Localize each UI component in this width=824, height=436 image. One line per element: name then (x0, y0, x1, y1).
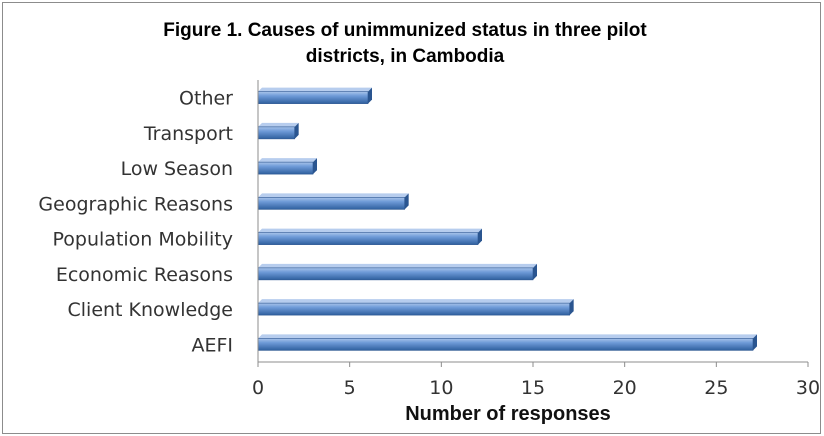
tick-label: 25 (704, 377, 728, 399)
bar-front-face (257, 91, 369, 104)
bar-top-face (258, 228, 482, 233)
bar-front-face (257, 232, 479, 245)
chart-title-line1: Figure 1. Causes of unimmunized status i… (163, 20, 647, 41)
chart-title-line2: districts, in Cambodia (305, 46, 505, 67)
bar-top-face (258, 299, 574, 304)
bar-side-face (313, 158, 317, 175)
bar-top-face (258, 158, 317, 163)
category-labels: AEFI Client Knowledge Economic Reasons Popu… (38, 88, 233, 357)
x-axis-label: Number of responses (405, 403, 611, 425)
bar-top-face (258, 122, 299, 127)
bar-side-face (404, 193, 409, 210)
bar-front-face (257, 126, 295, 140)
bar-side-face (368, 87, 372, 104)
bar-front-face (257, 197, 405, 210)
bar-low-season (257, 158, 317, 175)
tick-label: 20 (613, 377, 637, 399)
bar-front-face (257, 338, 754, 351)
bar-side-face (533, 263, 537, 280)
tick-label: 0 (252, 377, 264, 399)
bar-economic-reasons (257, 263, 537, 281)
category-label: Client Knowledge (68, 299, 234, 321)
category-label: Geographic Reasons (38, 193, 233, 215)
bar-top-face (258, 334, 757, 339)
bar-top-face (258, 263, 537, 268)
tick-labels: 0 5 10 15 20 25 30 (252, 362, 820, 399)
bar-top-face (258, 87, 372, 92)
category-label: Other (179, 88, 233, 110)
bar-top-face (258, 193, 409, 198)
bar-front-face (257, 161, 314, 175)
category-label: Economic Reasons (56, 264, 233, 286)
category-label: Transport (143, 123, 233, 145)
bar-geographic-reasons (257, 193, 409, 210)
bar-aefi (257, 334, 757, 351)
bar-side-face (753, 334, 757, 351)
bar-client-knowledge (257, 299, 574, 316)
tick-label: 30 (796, 377, 820, 399)
category-label: Population Mobility (53, 229, 233, 251)
bars-group (257, 87, 757, 351)
category-label: Low Season (121, 158, 233, 180)
bar-side-face (294, 122, 299, 139)
bar-front-face (257, 302, 570, 316)
chart-title: Figure 1. Causes of unimmunized status i… (95, 18, 715, 70)
bar-other (257, 87, 372, 104)
bar-population-mobility (257, 228, 482, 245)
bar-transport (257, 122, 299, 140)
tick-label: 10 (429, 377, 453, 399)
tick-label: 15 (521, 377, 545, 399)
bar-side-face (478, 228, 482, 245)
category-label: AEFI (191, 334, 233, 356)
bar-front-face (257, 267, 534, 281)
bar-side-face (569, 299, 574, 316)
tick-label: 5 (344, 377, 356, 399)
